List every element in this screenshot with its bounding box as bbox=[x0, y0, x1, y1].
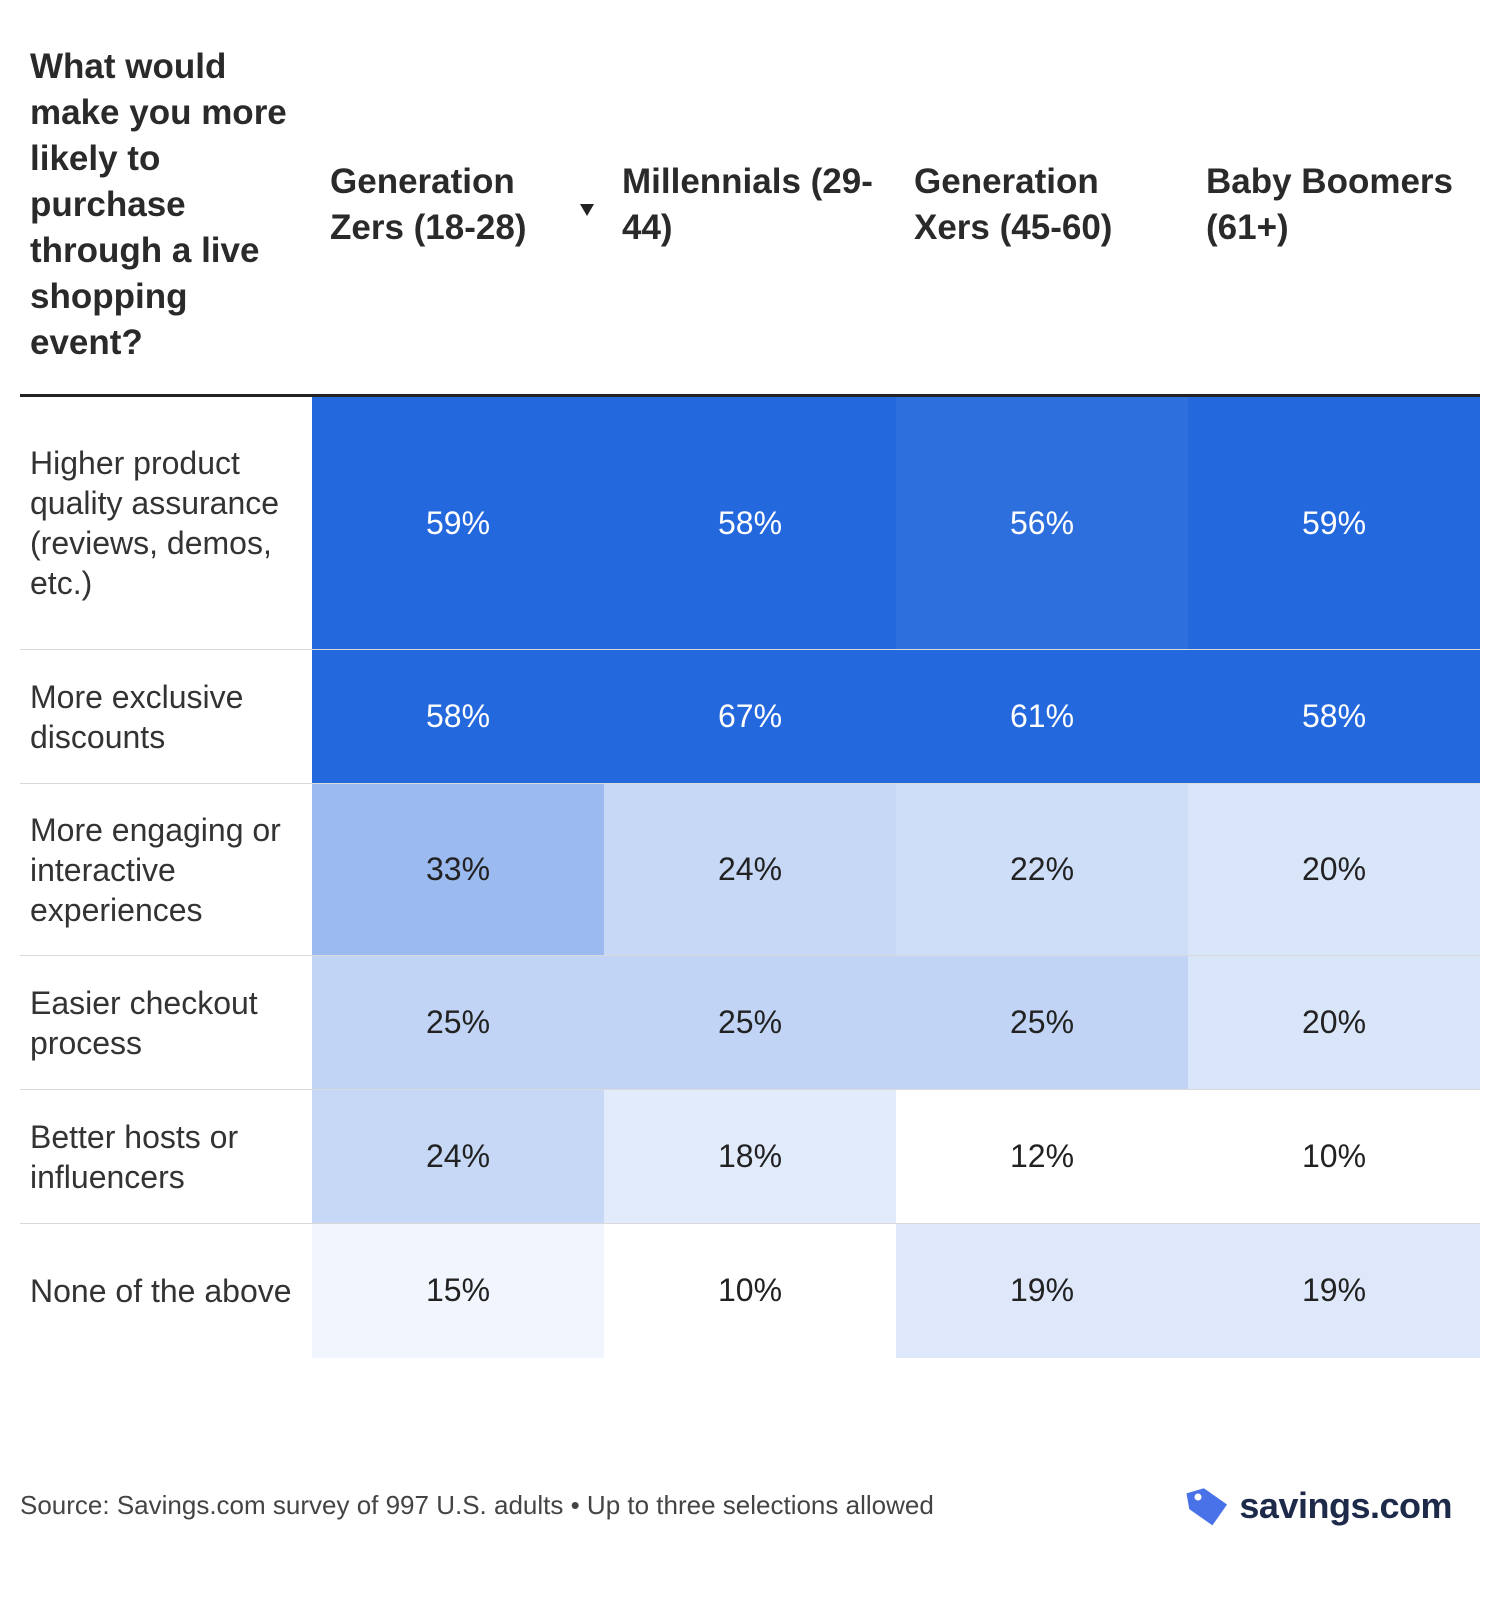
row-label: Higher product quality assurance (review… bbox=[20, 395, 312, 650]
heat-cell: 20% bbox=[1188, 783, 1480, 956]
column-header-millennials[interactable]: Millennials (29-44) bbox=[580, 30, 896, 397]
heat-cell: 24% bbox=[604, 783, 896, 956]
heat-cell: 18% bbox=[604, 1089, 896, 1224]
heat-cell: 58% bbox=[1188, 649, 1480, 784]
heatmap-table: What would make you more likely to purch… bbox=[20, 30, 1480, 1358]
column-header-gen-x[interactable]: Generation Xers (45-60) bbox=[896, 30, 1188, 397]
heat-cell: 24% bbox=[312, 1089, 604, 1224]
heat-cell: 12% bbox=[896, 1089, 1188, 1224]
table-row: None of the above 15% 10% 19% 19% bbox=[20, 1223, 1480, 1358]
source-note: Source: Savings.com survey of 997 U.S. a… bbox=[20, 1490, 934, 1520]
heat-cell: 58% bbox=[604, 395, 896, 650]
table-row: More exclusive discounts 58% 67% 61% 58% bbox=[20, 649, 1480, 784]
heat-cell: 33% bbox=[312, 783, 604, 956]
heat-cell: 15% bbox=[312, 1223, 604, 1358]
heat-cell: 56% bbox=[896, 395, 1188, 650]
heat-cell: 10% bbox=[1188, 1089, 1480, 1224]
heat-cell: 67% bbox=[604, 649, 896, 784]
question-header: What would make you more likely to purch… bbox=[20, 30, 312, 397]
heat-cell: 25% bbox=[896, 955, 1188, 1090]
heat-cell: 59% bbox=[312, 395, 604, 650]
row-label: More exclusive discounts bbox=[20, 649, 312, 784]
heat-cell: 10% bbox=[604, 1223, 896, 1358]
heat-cell: 25% bbox=[312, 955, 604, 1090]
row-label: More engaging or interactive experiences bbox=[20, 783, 312, 956]
table-row: More engaging or interactive experiences… bbox=[20, 783, 1480, 956]
heat-cell: 58% bbox=[312, 649, 604, 784]
heat-cell: 59% bbox=[1188, 395, 1480, 650]
column-header-gen-z[interactable]: Generation Zers (18-28) bbox=[312, 30, 604, 397]
header-row: What would make you more likely to purch… bbox=[20, 30, 1480, 397]
row-label: Easier checkout process bbox=[20, 955, 312, 1090]
sort-descending-icon[interactable] bbox=[580, 204, 594, 216]
heat-cell: 22% bbox=[896, 783, 1188, 956]
column-header-baby-boomers[interactable]: Baby Boomers (61+) bbox=[1188, 30, 1480, 397]
row-label: Better hosts or influencers bbox=[20, 1089, 312, 1224]
logo-text: savings.com bbox=[1239, 1485, 1452, 1526]
heat-cell: 20% bbox=[1188, 955, 1480, 1090]
table-row: Easier checkout process 25% 25% 25% 20% bbox=[20, 955, 1480, 1090]
heat-cell: 25% bbox=[604, 955, 896, 1090]
table-row: Better hosts or influencers 24% 18% 12% 10% bbox=[20, 1089, 1480, 1224]
table-row: Higher product quality assurance (review… bbox=[20, 395, 1480, 650]
heat-cell: 61% bbox=[896, 649, 1188, 784]
savings-logo: savings.com bbox=[1183, 1482, 1452, 1530]
price-tag-icon bbox=[1186, 1488, 1228, 1526]
row-label: None of the above bbox=[30, 1272, 292, 1309]
heat-cell: 19% bbox=[1188, 1223, 1480, 1358]
heat-cell: 19% bbox=[896, 1223, 1188, 1358]
